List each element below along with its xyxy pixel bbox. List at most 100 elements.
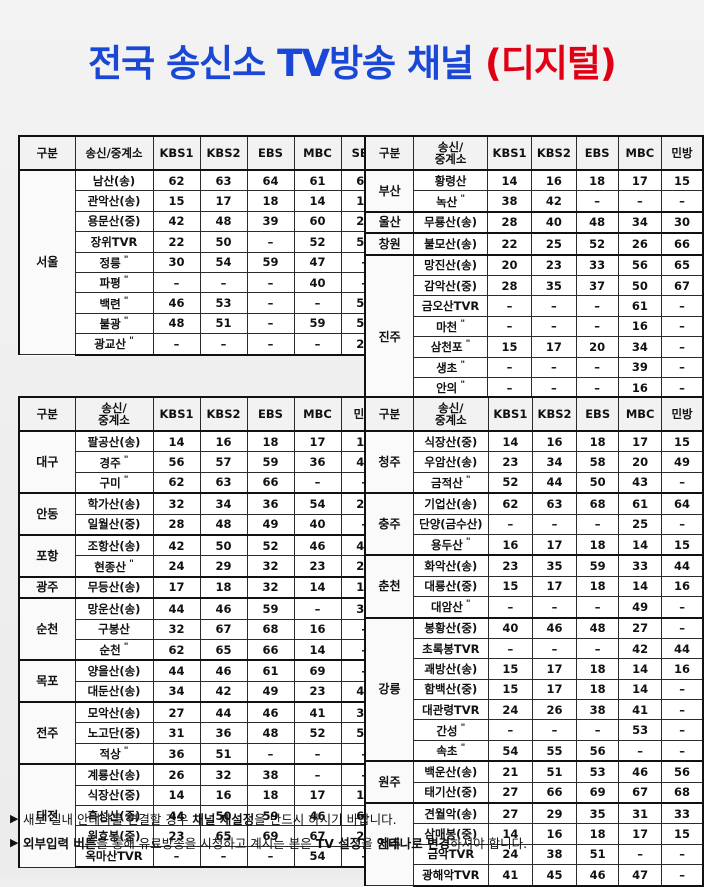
page-title: 전국 송신소 TV방송 채널 (디지털) — [0, 33, 704, 87]
station-name-cell: 광교산 " — [74, 333, 154, 356]
channel-value-cell: 17 — [531, 658, 578, 680]
channel-value-cell: 38 — [576, 699, 620, 721]
channel-value-cell: 40 — [293, 271, 342, 294]
table-row: 감악산(중) 28 35 37 50 67 — [365, 274, 704, 297]
channel-value-cell: – — [486, 295, 533, 317]
table-row: 현종산 "2429322322 — [19, 555, 389, 578]
channel-value-cell: – — [152, 333, 201, 356]
channel-value-cell: 15 — [486, 336, 533, 358]
station-name-cell: 용문산(중) — [74, 210, 154, 233]
ditto-mark: " — [457, 359, 466, 370]
channel-value-cell: 28 — [486, 274, 533, 297]
channel-value-cell: 60 — [293, 210, 342, 233]
channel-value-cell: 62 — [152, 471, 201, 494]
channel-value-cell: – — [531, 719, 578, 741]
table-row: 경주 "5657593647 — [19, 451, 389, 473]
channel-value-cell: – — [246, 742, 295, 765]
station-name-cell: 파평 " — [74, 271, 154, 294]
channel-value-cell: 56 — [152, 451, 201, 473]
station-name-cell: 노고단(중) — [74, 722, 154, 744]
channel-value-cell: 33 — [575, 253, 619, 276]
table-row: 진주 망진산(송) 20 23 33 56 65 — [364, 253, 704, 420]
channel-table-busan: 구분 송신/중계소 KBS1 KBS2 EBS MBC 민방 부산 황령산 14 16 18 17 15 녹… — [364, 135, 704, 420]
channel-value-cell: 49 — [246, 513, 295, 536]
station-name-cell: 망진산(송) — [413, 253, 488, 276]
channel-value-cell: 16 — [617, 315, 662, 338]
station-name-cell: 기업산(송) — [412, 492, 489, 515]
table-row: 용두산 " 16 17 18 14 15 — [365, 533, 704, 556]
channel-value-cell: 28 — [152, 513, 201, 536]
channel-value-cell: – — [617, 190, 662, 213]
column-header-5: MBC — [293, 135, 342, 171]
table-row: 함백산(중) 15 17 18 14– — [365, 678, 704, 701]
table-row: 광교산 "––––20 — [19, 333, 389, 356]
channel-value-cell: – — [293, 333, 342, 356]
channel-value-cell: – — [246, 312, 295, 335]
channel-value-cell: 44 — [661, 554, 704, 577]
table-row: 태기산(중) 27 66 69 67 68 — [365, 781, 704, 804]
channel-value-cell: 16 — [531, 430, 578, 453]
channel-value-cell: 17 — [531, 678, 578, 701]
channel-value-cell: 46 — [576, 864, 620, 887]
channel-value-cell: 66 — [246, 638, 295, 661]
plain-text: 을 — [361, 835, 377, 851]
channel-value-cell: 14 — [618, 678, 663, 701]
channel-value-cell: 18 — [576, 533, 620, 556]
channel-value-cell: 47 — [293, 251, 342, 273]
channel-value-cell: 34 — [617, 336, 662, 358]
station-name-cell: 우암산(송) — [412, 451, 489, 473]
channel-value-cell: – — [661, 471, 704, 494]
channel-value-cell: 32 — [152, 492, 201, 515]
station-name-cell: 정릉 " — [74, 251, 154, 273]
channel-value-cell: – — [576, 596, 620, 619]
table-row: 녹산 " 38 42– – – — [365, 190, 704, 213]
channel-value-cell: 44 — [152, 659, 201, 682]
channel-value-cell: 58 — [576, 451, 620, 473]
footer-notes: ▶ 새로 실내 안테나를 연결할 경우 채널 재설정을 반드시 하시기 바랍니다.… — [10, 812, 700, 860]
channel-value-cell: 14 — [152, 430, 201, 453]
channel-value-cell: 17 — [293, 784, 342, 807]
station-name-cell: 무룡산(송) — [413, 210, 488, 234]
channel-value-cell: 67 — [618, 781, 663, 804]
channel-value-cell: 59 — [293, 312, 342, 335]
channel-value-cell: 57 — [199, 451, 248, 473]
table-row: 금악TVR 24 38 51– – — [365, 843, 704, 866]
station-name-cell: 봉황산(중) — [412, 616, 489, 639]
channel-value-cell: 42 — [618, 637, 663, 660]
channel-value-cell: 56 — [617, 253, 662, 276]
channel-value-cell: 53 — [618, 719, 663, 741]
channel-value-cell: 41 — [293, 701, 342, 724]
channel-value-cell: 15 — [487, 678, 533, 701]
channel-value-cell: 15 — [660, 169, 704, 192]
channel-value-cell: 40 — [487, 616, 533, 639]
station-name-cell: 망운산(송) — [74, 597, 154, 620]
station-name-cell: 초록봉TVR — [412, 637, 489, 660]
ditto-mark: " — [457, 318, 466, 329]
channel-value-cell: 59 — [246, 597, 295, 620]
footer-note-text: 외부입력 버튼을 통해 유료방송을 시청하고 계시는 분은 TV 설정을 안테나… — [23, 836, 527, 853]
channel-value-cell: 17 — [293, 430, 342, 453]
channel-value-cell: – — [486, 376, 533, 399]
table-row: 단양(금수산) – – –25– — [365, 513, 704, 535]
channel-value-cell: – — [660, 295, 704, 317]
ditto-mark: " — [462, 339, 471, 350]
channel-value-cell: 67 — [293, 825, 342, 847]
channel-value-cell: 46 — [618, 760, 663, 783]
channel-value-cell: 29 — [199, 555, 248, 578]
column-header-2: KBS1 — [486, 135, 533, 171]
channel-value-cell: 15 — [661, 533, 704, 556]
channel-value-cell: – — [152, 271, 201, 294]
channel-value-cell: – — [531, 295, 577, 317]
channel-value-cell: 20 — [486, 253, 533, 276]
channel-value-cell: 63 — [199, 169, 248, 192]
station-name-cell: 대룡산(중) — [412, 575, 489, 598]
channel-value-cell: – — [486, 356, 533, 378]
channel-value-cell: – — [531, 637, 578, 660]
